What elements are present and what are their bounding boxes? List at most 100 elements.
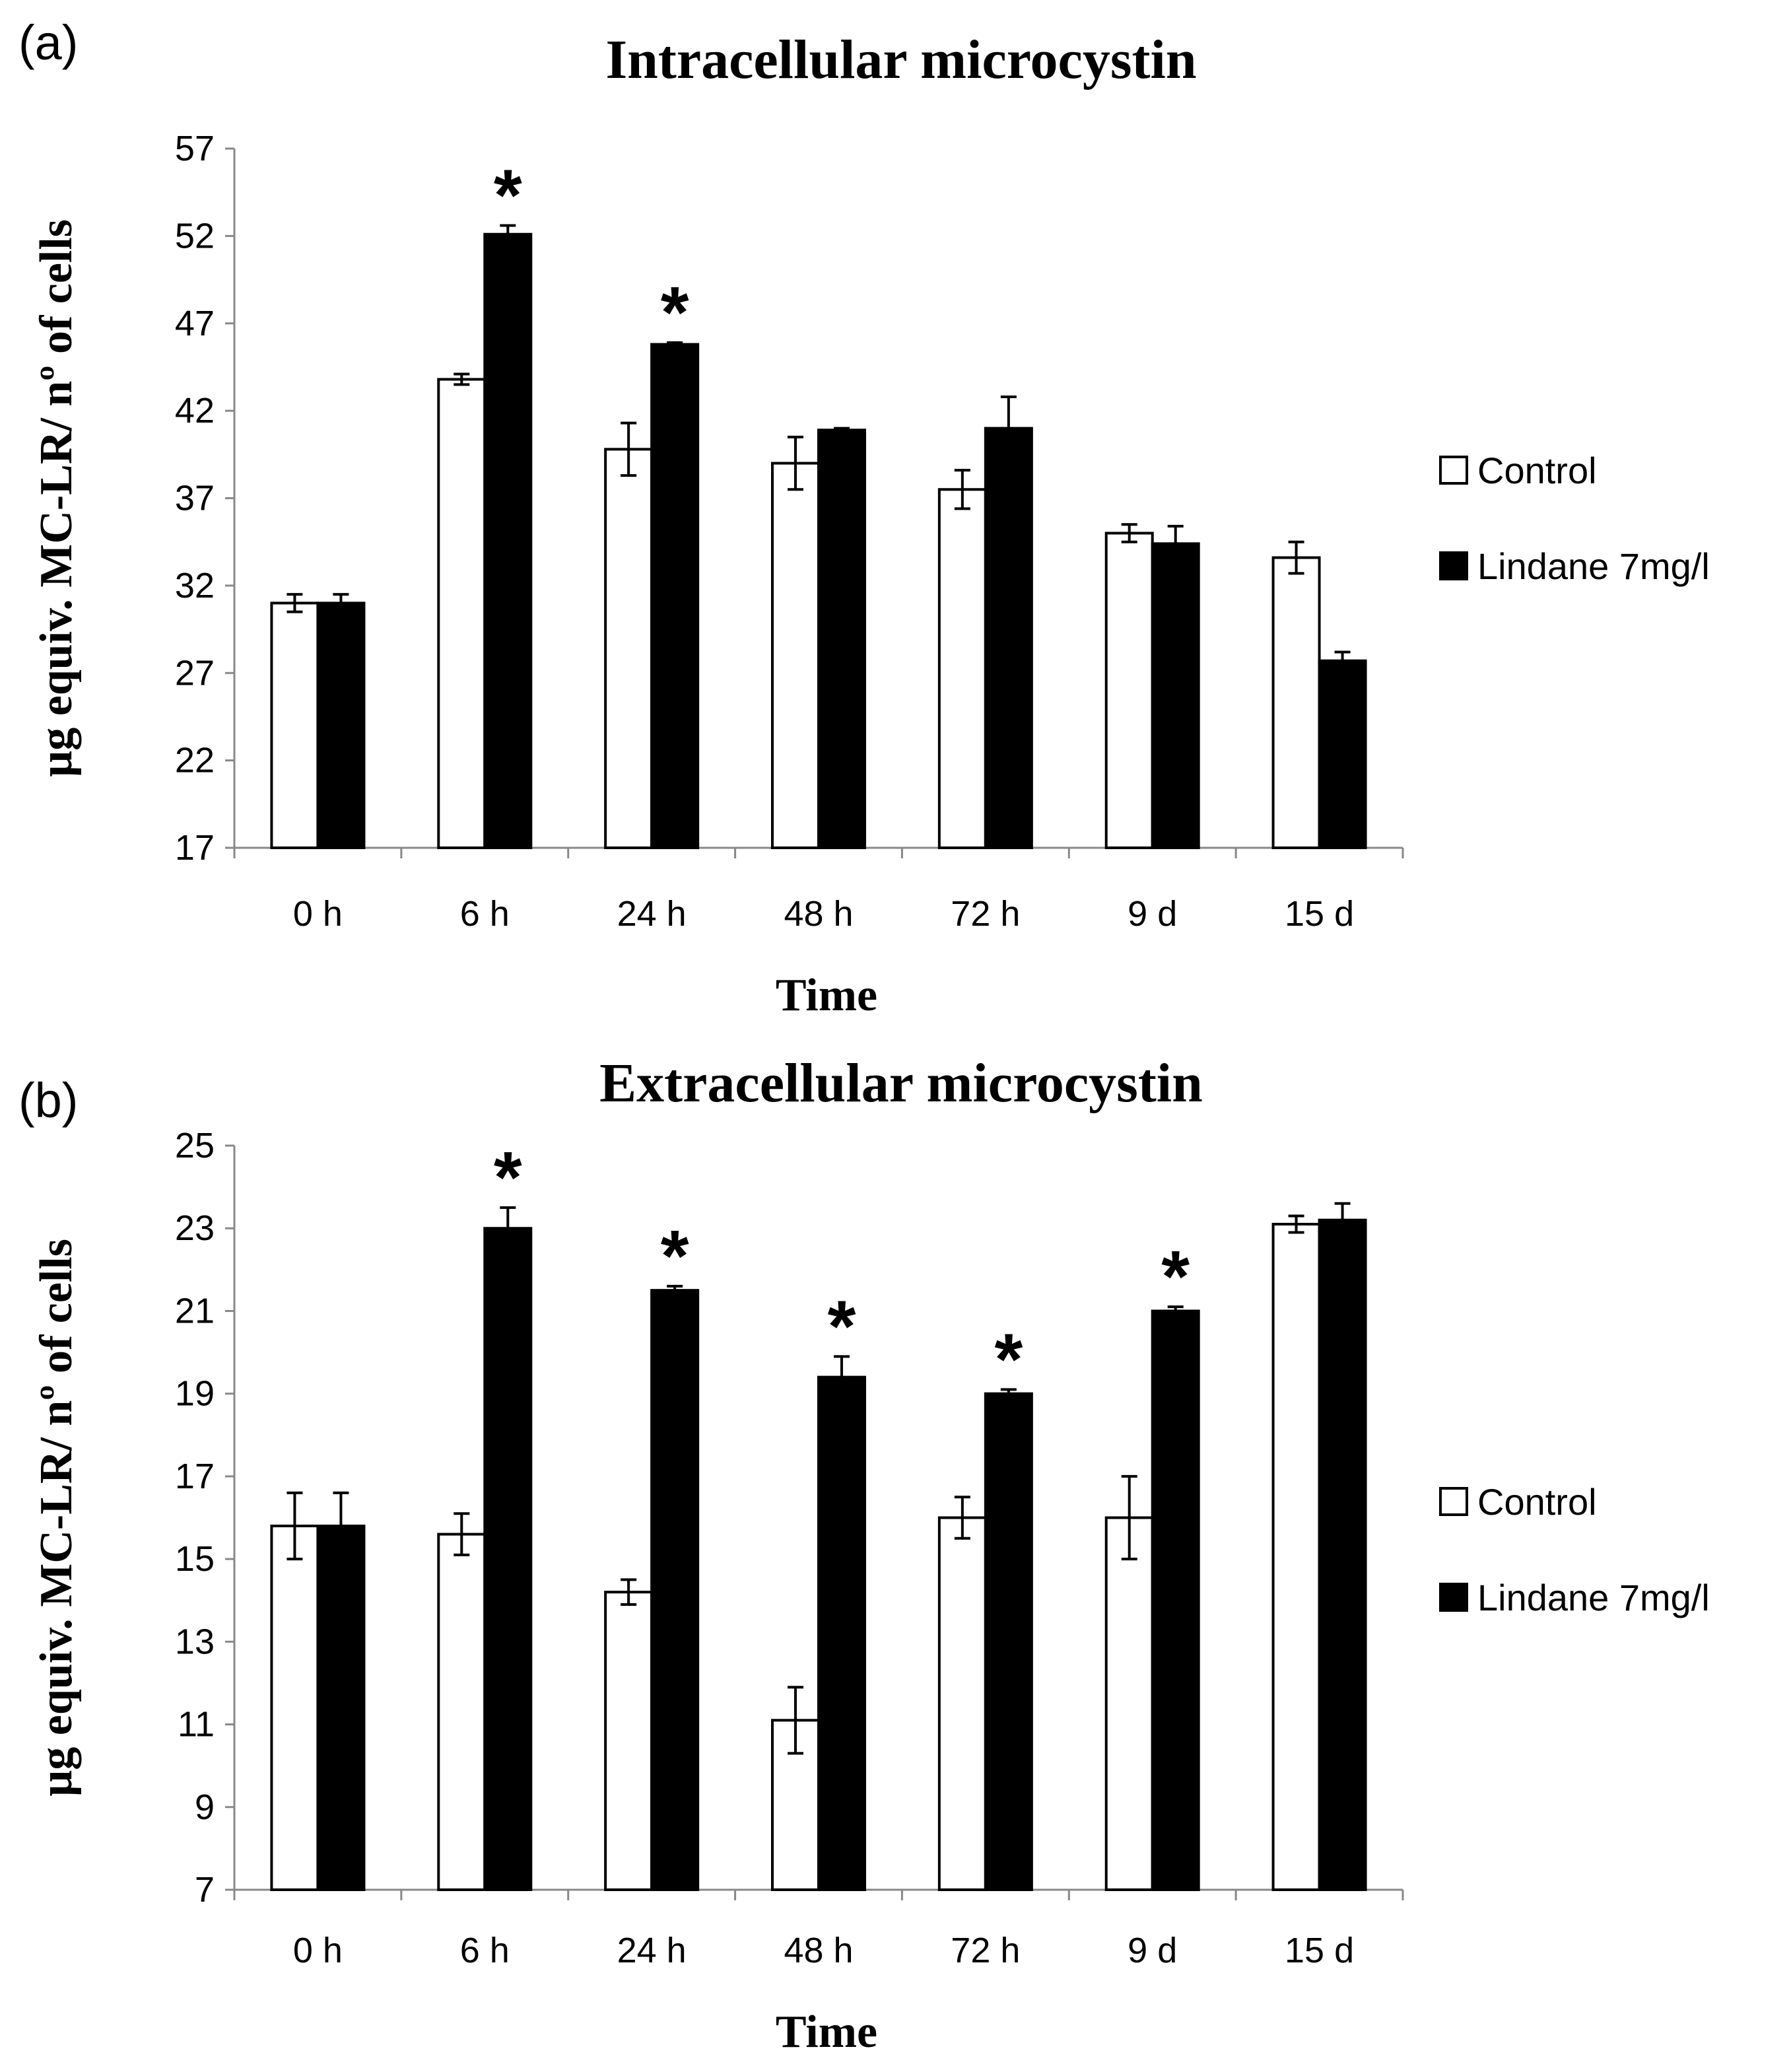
bar-control xyxy=(1104,532,1154,849)
x-tick-label: 72 h xyxy=(951,1931,1020,1970)
error-bar xyxy=(1000,1388,1017,1399)
y-axis-label: µg equiv. MC-LR/ nº of cells xyxy=(31,1239,82,1797)
error-bar xyxy=(1121,523,1137,543)
x-tick-label: 24 h xyxy=(617,1931,687,1970)
y-tick-label: 42 xyxy=(175,391,215,431)
y-tick-label: 19 xyxy=(175,1374,215,1414)
bar-control xyxy=(270,1525,320,1891)
error-bar xyxy=(500,224,516,244)
y-tick-label: 27 xyxy=(175,653,215,693)
y-tick-label: 32 xyxy=(175,566,215,605)
error-bar xyxy=(834,427,850,433)
bar-control xyxy=(1104,1516,1154,1891)
error-bar xyxy=(287,1491,303,1561)
error-bar xyxy=(1288,540,1304,575)
y-tick-label: 22 xyxy=(175,741,215,780)
bar-lindane xyxy=(817,429,866,849)
x-axis-label: Time xyxy=(776,970,877,1021)
legend-swatch-lindane xyxy=(1439,1583,1468,1612)
error-bar xyxy=(621,421,637,477)
chart-title: Extracellular microcystin xyxy=(599,1053,1203,1114)
error-bar xyxy=(667,1284,683,1296)
bar-lindane xyxy=(316,602,366,849)
y-tick-label: 11 xyxy=(178,1705,215,1744)
y-tick-label: 25 xyxy=(175,1126,215,1165)
bar-lindane xyxy=(483,232,533,850)
bar-control xyxy=(937,1516,987,1891)
bar-lindane xyxy=(817,1375,866,1892)
x-tick-label: 24 h xyxy=(617,894,687,934)
y-tick-label: 37 xyxy=(175,479,215,518)
x-tick-label: 0 h xyxy=(293,1931,343,1970)
legend-swatch-control xyxy=(1439,456,1468,485)
y-tick-label: 21 xyxy=(175,1291,215,1330)
y-tick-label: 52 xyxy=(175,216,215,256)
bar-lindane xyxy=(650,1289,700,1891)
bar-lindane xyxy=(984,427,1033,849)
x-tick-label: 6 h xyxy=(460,1931,510,1970)
chart-panel-b: (b) Extracellular microcystin 7 9 11 13 15 17 19… xyxy=(18,1053,1710,2057)
bar-control xyxy=(771,462,820,849)
legend-label-lindane: Lindane 7mg/l xyxy=(1477,545,1710,587)
x-tick-label: 48 h xyxy=(784,894,853,934)
legend-swatch-control xyxy=(1439,1487,1468,1516)
y-tick-label: 23 xyxy=(175,1208,215,1248)
y-tick-label: 17 xyxy=(175,1457,215,1496)
legend: Control Lindane 7mg/l xyxy=(1439,450,1710,587)
significance-star: * xyxy=(828,1286,856,1367)
error-bar xyxy=(834,1355,850,1399)
legend-swatch-lindane xyxy=(1439,551,1468,580)
error-bar xyxy=(954,469,970,510)
error-bar xyxy=(667,341,683,348)
error-bar xyxy=(333,593,349,613)
x-tick-label: 15 d xyxy=(1285,1931,1354,1970)
panel-label: (a) xyxy=(18,15,78,70)
error-bar xyxy=(1167,524,1184,563)
x-axis-label: Time xyxy=(776,2007,877,2057)
y-tick-label: 9 xyxy=(195,1787,215,1827)
y-axis-label: µg equiv. MC-LR/ nº of cells xyxy=(31,219,82,777)
x-tick-label: 9 d xyxy=(1128,894,1177,934)
chart-title: Intracellular microcystin xyxy=(605,29,1196,90)
bar-control xyxy=(437,378,487,849)
x-tick-label: 6 h xyxy=(460,894,510,934)
bar-control xyxy=(604,1591,654,1891)
panel-label: (b) xyxy=(18,1073,78,1128)
y-tick-label: 13 xyxy=(175,1622,215,1661)
y-tick-label: 47 xyxy=(175,304,215,343)
error-bar xyxy=(954,1496,970,1540)
error-bar xyxy=(500,1206,516,1251)
significance-star: * xyxy=(494,155,522,236)
error-bar xyxy=(1288,1214,1304,1234)
x-tick-label: 72 h xyxy=(951,894,1020,934)
legend-label-control: Control xyxy=(1477,450,1597,491)
x-tick-label: 48 h xyxy=(784,1931,853,1970)
chart-panel-a: (a) Intracellular microcystin 17 22 27 32 37 42… xyxy=(18,15,1710,1021)
bar-lindane xyxy=(650,343,700,849)
legend-label-lindane: Lindane 7mg/l xyxy=(1477,1577,1710,1618)
error-bar xyxy=(333,1491,349,1561)
error-bar xyxy=(1000,395,1017,462)
legend-label-control: Control xyxy=(1477,1481,1597,1523)
y-tick-label: 57 xyxy=(175,129,215,168)
y-tick-label: 15 xyxy=(175,1539,215,1579)
bar-lindane xyxy=(483,1227,533,1891)
bar-lindane xyxy=(1151,542,1200,850)
y-tick-label: 17 xyxy=(175,828,215,868)
significance-star: * xyxy=(661,1216,689,1297)
x-tick-label: 0 h xyxy=(293,894,343,934)
error-bar xyxy=(1334,650,1351,671)
bar-lindane xyxy=(1151,1309,1200,1891)
x-tick-label: 15 d xyxy=(1285,894,1354,934)
error-bar xyxy=(1167,1305,1184,1317)
error-bar xyxy=(1334,1202,1351,1238)
error-bar xyxy=(788,1686,803,1755)
bar-control xyxy=(937,488,987,849)
bar-control xyxy=(1271,556,1321,849)
bar-control xyxy=(437,1533,487,1891)
error-bar xyxy=(454,372,470,386)
error-bar xyxy=(621,1578,637,1606)
bar-lindane xyxy=(1318,1218,1367,1891)
bar-lindane xyxy=(316,1525,366,1891)
